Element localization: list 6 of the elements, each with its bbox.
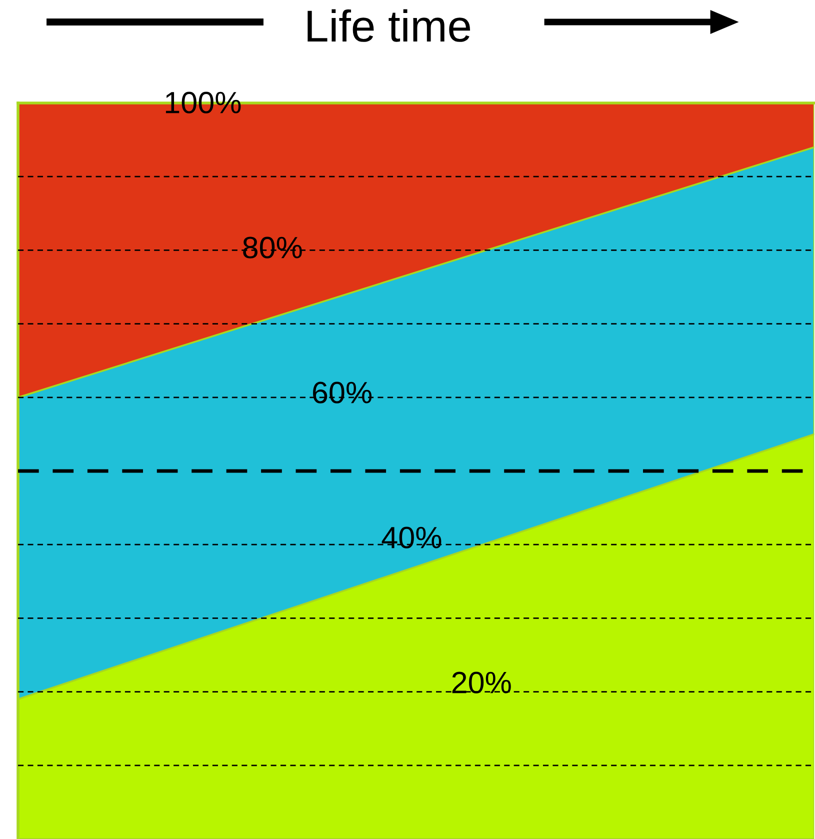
chart-title: Life time bbox=[308, 9, 470, 42]
annotation: 20% bbox=[452, 672, 511, 694]
annotation: 80% bbox=[243, 236, 302, 258]
annotation: 100% bbox=[166, 92, 241, 114]
annotation: 40% bbox=[382, 526, 442, 548]
annotation: 60% bbox=[313, 382, 372, 404]
